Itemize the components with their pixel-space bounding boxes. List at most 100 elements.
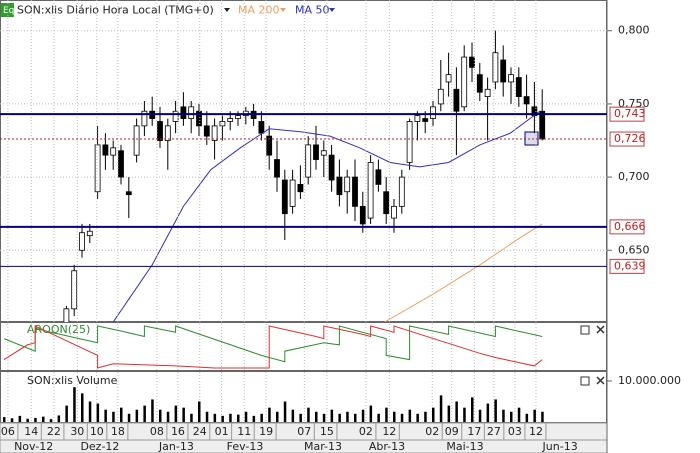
candle-body: [203, 125, 210, 137]
candle-body: [336, 176, 343, 196]
x-tick-label: 10: [90, 425, 104, 438]
volume-bar: [198, 401, 201, 422]
volume-bar: [190, 413, 193, 422]
volume-bar: [291, 409, 295, 422]
candle-body: [492, 52, 499, 83]
candle-body: [188, 106, 195, 119]
level-label: 0,666: [614, 220, 646, 233]
volume-bar: [517, 407, 521, 422]
month-label: Dez-12: [80, 440, 119, 453]
volume-bar: [307, 407, 310, 422]
chart-title[interactable]: SON:xlis Diário Hora Local (TMG+0): [17, 4, 214, 17]
maximize-button[interactable]: [580, 376, 590, 386]
candle-body: [328, 154, 335, 181]
candle-body: [235, 115, 241, 119]
volume-bar: [276, 411, 279, 422]
level-label: 0,639: [614, 259, 646, 272]
x-tick-label: 24: [193, 425, 207, 438]
volume-bar: [525, 413, 529, 422]
candle-body: [63, 308, 70, 322]
volume-bar: [268, 407, 271, 422]
candle-body: [180, 106, 187, 119]
volume-bar: [166, 411, 170, 422]
candle-body: [79, 232, 85, 251]
legend-ma200[interactable]: MA 200: [238, 4, 280, 17]
volume-bar: [478, 409, 482, 422]
x-tick-label: 08: [150, 425, 164, 438]
candle-body: [539, 110, 546, 140]
volume-bar: [338, 413, 341, 422]
price-plot: [0, 30, 607, 322]
line-series: [112, 110, 541, 322]
x-tick-label: 17: [467, 425, 481, 438]
y-tick-label: 10.000.000: [618, 374, 681, 387]
candle-body: [484, 88, 491, 97]
month-label: Jun-13: [542, 440, 578, 453]
dropdown-arrow[interactable]: [280, 8, 286, 12]
volume-bar: [315, 411, 318, 422]
x-tick-label: 16: [171, 425, 185, 438]
volume-bar: [135, 409, 139, 422]
volume-bar: [120, 407, 123, 422]
volume-bar: [533, 409, 536, 422]
volume-bar: [73, 387, 76, 422]
maximize-button[interactable]: [580, 325, 590, 335]
month-label: Nov-12: [14, 440, 53, 453]
dropdown-arrow[interactable]: [329, 8, 335, 12]
x-tick-label: 15: [320, 425, 334, 438]
volume-bar: [299, 413, 302, 422]
volume-bar: [432, 407, 435, 422]
marker-icon[interactable]: [524, 131, 539, 146]
candle-body: [219, 121, 226, 127]
volume-bar: [65, 405, 68, 422]
aroon-plot: [3, 325, 543, 369]
volume-bar: [260, 413, 263, 422]
candle-body: [406, 121, 413, 163]
candle-body: [437, 88, 444, 105]
candle-body: [500, 59, 507, 83]
volume-bar: [182, 407, 185, 422]
candle-body: [313, 144, 319, 160]
level-label-box: [609, 258, 645, 274]
month-label: Fev-13: [227, 440, 264, 453]
legend-ma50[interactable]: MA 50: [295, 4, 330, 17]
candle-body: [508, 74, 514, 83]
x-tick-label: 02: [425, 425, 439, 438]
month-label: Mar-13: [304, 440, 342, 453]
candle-body: [453, 88, 460, 112]
volume-bar: [49, 419, 53, 422]
volume-bar: [34, 417, 37, 422]
volume-bar: [143, 405, 146, 422]
x-tick-label: 12: [382, 425, 396, 438]
candle-body: [391, 205, 397, 219]
candle-body: [196, 110, 202, 127]
month-label: Abr-13: [369, 440, 405, 453]
candle-body: [344, 176, 351, 193]
candle-body: [118, 150, 124, 178]
candle-body: [94, 144, 101, 193]
x-tick-label: 22: [47, 425, 61, 438]
line-series: [3, 325, 543, 363]
candle-body: [164, 125, 171, 141]
volume-bar: [393, 411, 396, 422]
x-tick-label: 06: [1, 425, 15, 438]
aroon-title: AROON(25): [27, 323, 90, 336]
dropdown-arrow[interactable]: [224, 8, 230, 12]
volume-bar: [346, 411, 349, 422]
candle-body: [305, 144, 312, 178]
candle-body: [523, 96, 530, 105]
close-button[interactable]: [596, 325, 605, 334]
level-label: 0,743: [614, 107, 646, 120]
x-tick-label: 27: [487, 425, 501, 438]
volume-bar: [283, 401, 287, 422]
volume-bar: [205, 411, 209, 422]
close-button[interactable]: [596, 376, 605, 385]
candle-body: [476, 74, 483, 93]
candle-body: [227, 118, 234, 122]
x-tick-label: 03: [508, 425, 522, 438]
volume-bar: [322, 413, 326, 422]
level-label-box: [609, 219, 645, 235]
month-label: Jan-13: [158, 440, 194, 453]
volume-bar: [502, 409, 505, 422]
